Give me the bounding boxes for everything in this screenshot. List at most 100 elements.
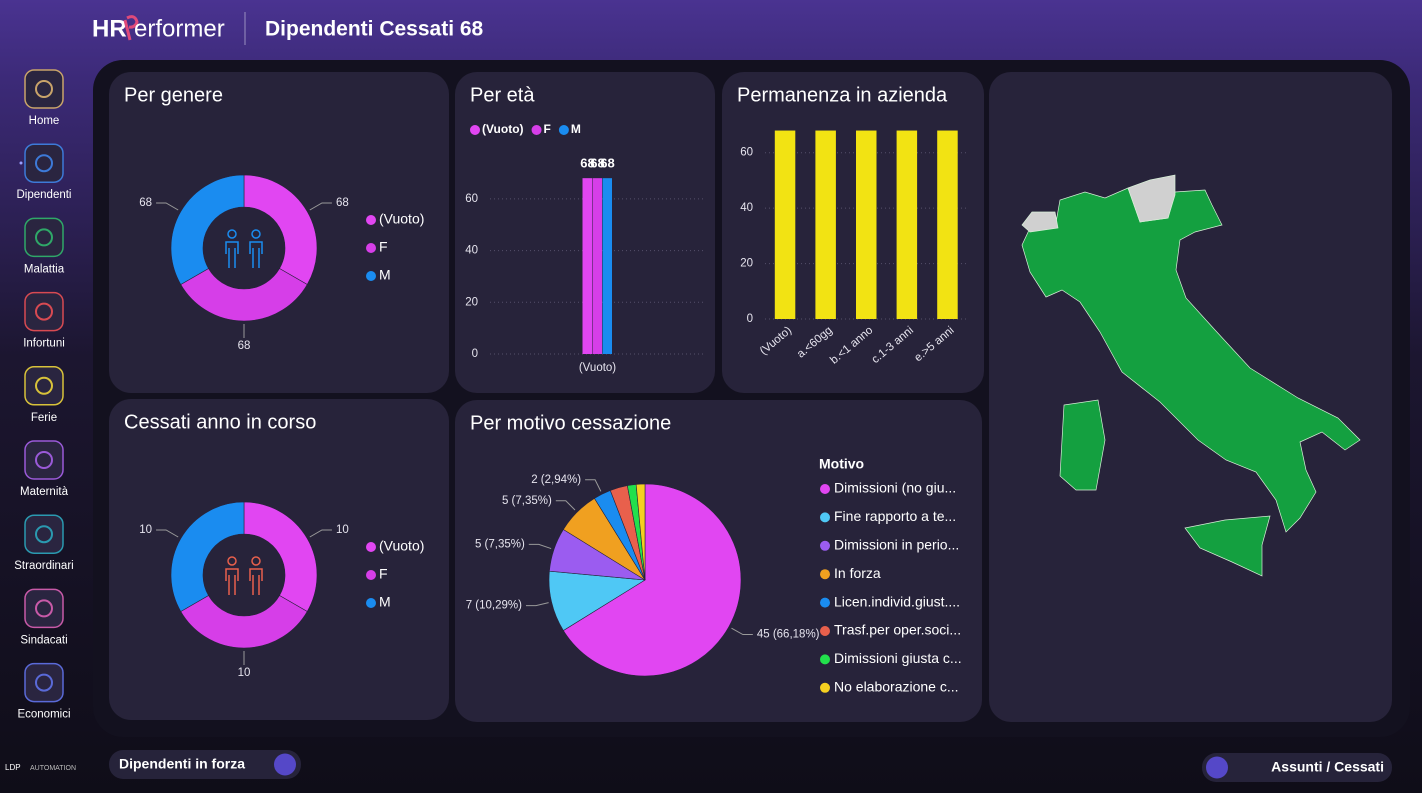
slice — [635, 483, 646, 581]
legend-marker — [820, 569, 830, 580]
toggle-knob[interactable] — [274, 753, 296, 776]
nav-label[interactable]: Straordinari — [14, 560, 73, 572]
y-tick-label: 40 — [465, 245, 478, 257]
logo-mark — [123, 15, 139, 41]
nav-label[interactable]: Sindacati — [20, 634, 67, 646]
data-label: 68 — [139, 197, 152, 209]
nav-label[interactable]: Maternità — [20, 486, 69, 498]
y-tick-label: 40 — [740, 202, 753, 214]
legend-marker — [820, 512, 830, 523]
data-label: 10 — [238, 667, 251, 679]
leader-line — [309, 529, 332, 538]
nav-button[interactable] — [24, 143, 64, 183]
nav-icon[interactable] — [35, 228, 53, 247]
nav-label[interactable]: Dipendenti — [17, 189, 72, 201]
nav-icon[interactable] — [35, 525, 53, 544]
y-tick-label: 60 — [740, 147, 753, 159]
legend-marker — [366, 542, 376, 552]
legend-label: F — [379, 239, 388, 255]
chart-title: Per età — [470, 84, 535, 106]
leader-line — [525, 602, 549, 607]
leader-line — [731, 627, 753, 635]
legend-label: Fine rapporto a te... — [834, 508, 956, 524]
legend-marker — [366, 570, 376, 580]
nav-icon[interactable] — [35, 302, 53, 321]
nav-icon[interactable] — [35, 599, 53, 618]
legend-marker — [470, 125, 480, 135]
chart-title: Permanenza in azienda — [737, 84, 948, 106]
legend-label: Trasf.per oper.soci... — [834, 622, 961, 638]
leader-line — [156, 202, 179, 211]
nav-label[interactable]: Infortuni — [23, 338, 65, 350]
toggle-label[interactable]: Assunti / Cessati — [1271, 759, 1384, 775]
data-label: 5 (7,35%) — [475, 538, 525, 550]
nav-indicator — [19, 161, 23, 165]
italy-map — [1021, 174, 1361, 577]
data-label: 10 — [139, 524, 152, 536]
data-label: 68 — [600, 156, 614, 171]
toggle[interactable] — [1202, 753, 1392, 782]
legend-label: (Vuoto) — [379, 211, 424, 227]
nav-label[interactable]: Ferie — [31, 412, 57, 424]
legend-marker — [820, 484, 830, 494]
nav-label[interactable]: Malattia — [24, 263, 65, 275]
toggle[interactable] — [109, 750, 301, 779]
legend-label: M — [379, 594, 391, 610]
leader-line — [585, 479, 602, 492]
nav-button[interactable] — [24, 440, 64, 480]
legend-marker — [531, 125, 542, 135]
legend-title: Motivo — [819, 456, 864, 472]
nav-button[interactable] — [24, 69, 64, 109]
logo-suffix: erformer — [134, 15, 225, 42]
bar — [774, 130, 796, 319]
bar — [582, 178, 592, 354]
nav-button[interactable] — [24, 291, 64, 332]
legend-label: M — [379, 267, 391, 283]
chart-title: Per genere — [124, 84, 223, 106]
data-label: 10 — [336, 524, 349, 536]
toggle-label[interactable]: Dipendenti in forza — [119, 756, 245, 772]
legend-label: M — [571, 122, 581, 136]
nav-icon[interactable] — [35, 154, 53, 173]
nav-button[interactable] — [24, 662, 64, 703]
legend-label: F — [379, 566, 388, 582]
slice — [562, 483, 742, 677]
brand: LDP — [5, 763, 21, 772]
data-label: 68 — [238, 340, 251, 352]
leader-line — [156, 529, 179, 538]
legend-label: Dimissioni (no giu... — [834, 480, 956, 496]
brand-suffix: AUTOMATION — [30, 765, 76, 772]
nav-label[interactable]: Economici — [17, 709, 70, 721]
person-icon — [251, 229, 261, 239]
nav-label[interactable]: Home — [29, 115, 60, 127]
legend-label: Licen.individ.giust.... — [834, 593, 960, 609]
legend-label: No elaborazione c... — [834, 679, 959, 695]
legend-marker — [820, 682, 830, 693]
person-icon — [251, 556, 261, 566]
y-tick-label: 20 — [465, 296, 478, 308]
data-label: 68 — [580, 156, 594, 171]
nav-icon[interactable] — [35, 80, 53, 98]
person-icon — [249, 568, 263, 595]
nav-button[interactable] — [24, 366, 64, 406]
nav-icon[interactable] — [35, 451, 53, 469]
chart-title: Per motivo cessazione — [470, 412, 671, 434]
legend-marker — [820, 540, 830, 551]
nav-button[interactable] — [24, 514, 64, 554]
nav-icon[interactable] — [35, 376, 53, 395]
legend-marker — [820, 654, 830, 665]
y-tick-label: 60 — [465, 193, 478, 205]
nav-icon[interactable] — [35, 673, 53, 692]
legend-label: Dimissioni giusta c... — [834, 650, 962, 666]
toggle-knob[interactable] — [1206, 756, 1228, 779]
legend-label: Dimissioni in perio... — [834, 537, 959, 553]
nav-button[interactable] — [24, 217, 64, 258]
legend-marker — [366, 598, 376, 608]
card — [109, 399, 449, 720]
x-tick-label: (Vuoto) — [579, 362, 616, 374]
legend-label: In forza — [834, 565, 881, 581]
bar — [815, 130, 836, 319]
leader-line — [555, 500, 576, 511]
nav-button[interactable] — [24, 588, 64, 629]
bar — [896, 130, 918, 319]
